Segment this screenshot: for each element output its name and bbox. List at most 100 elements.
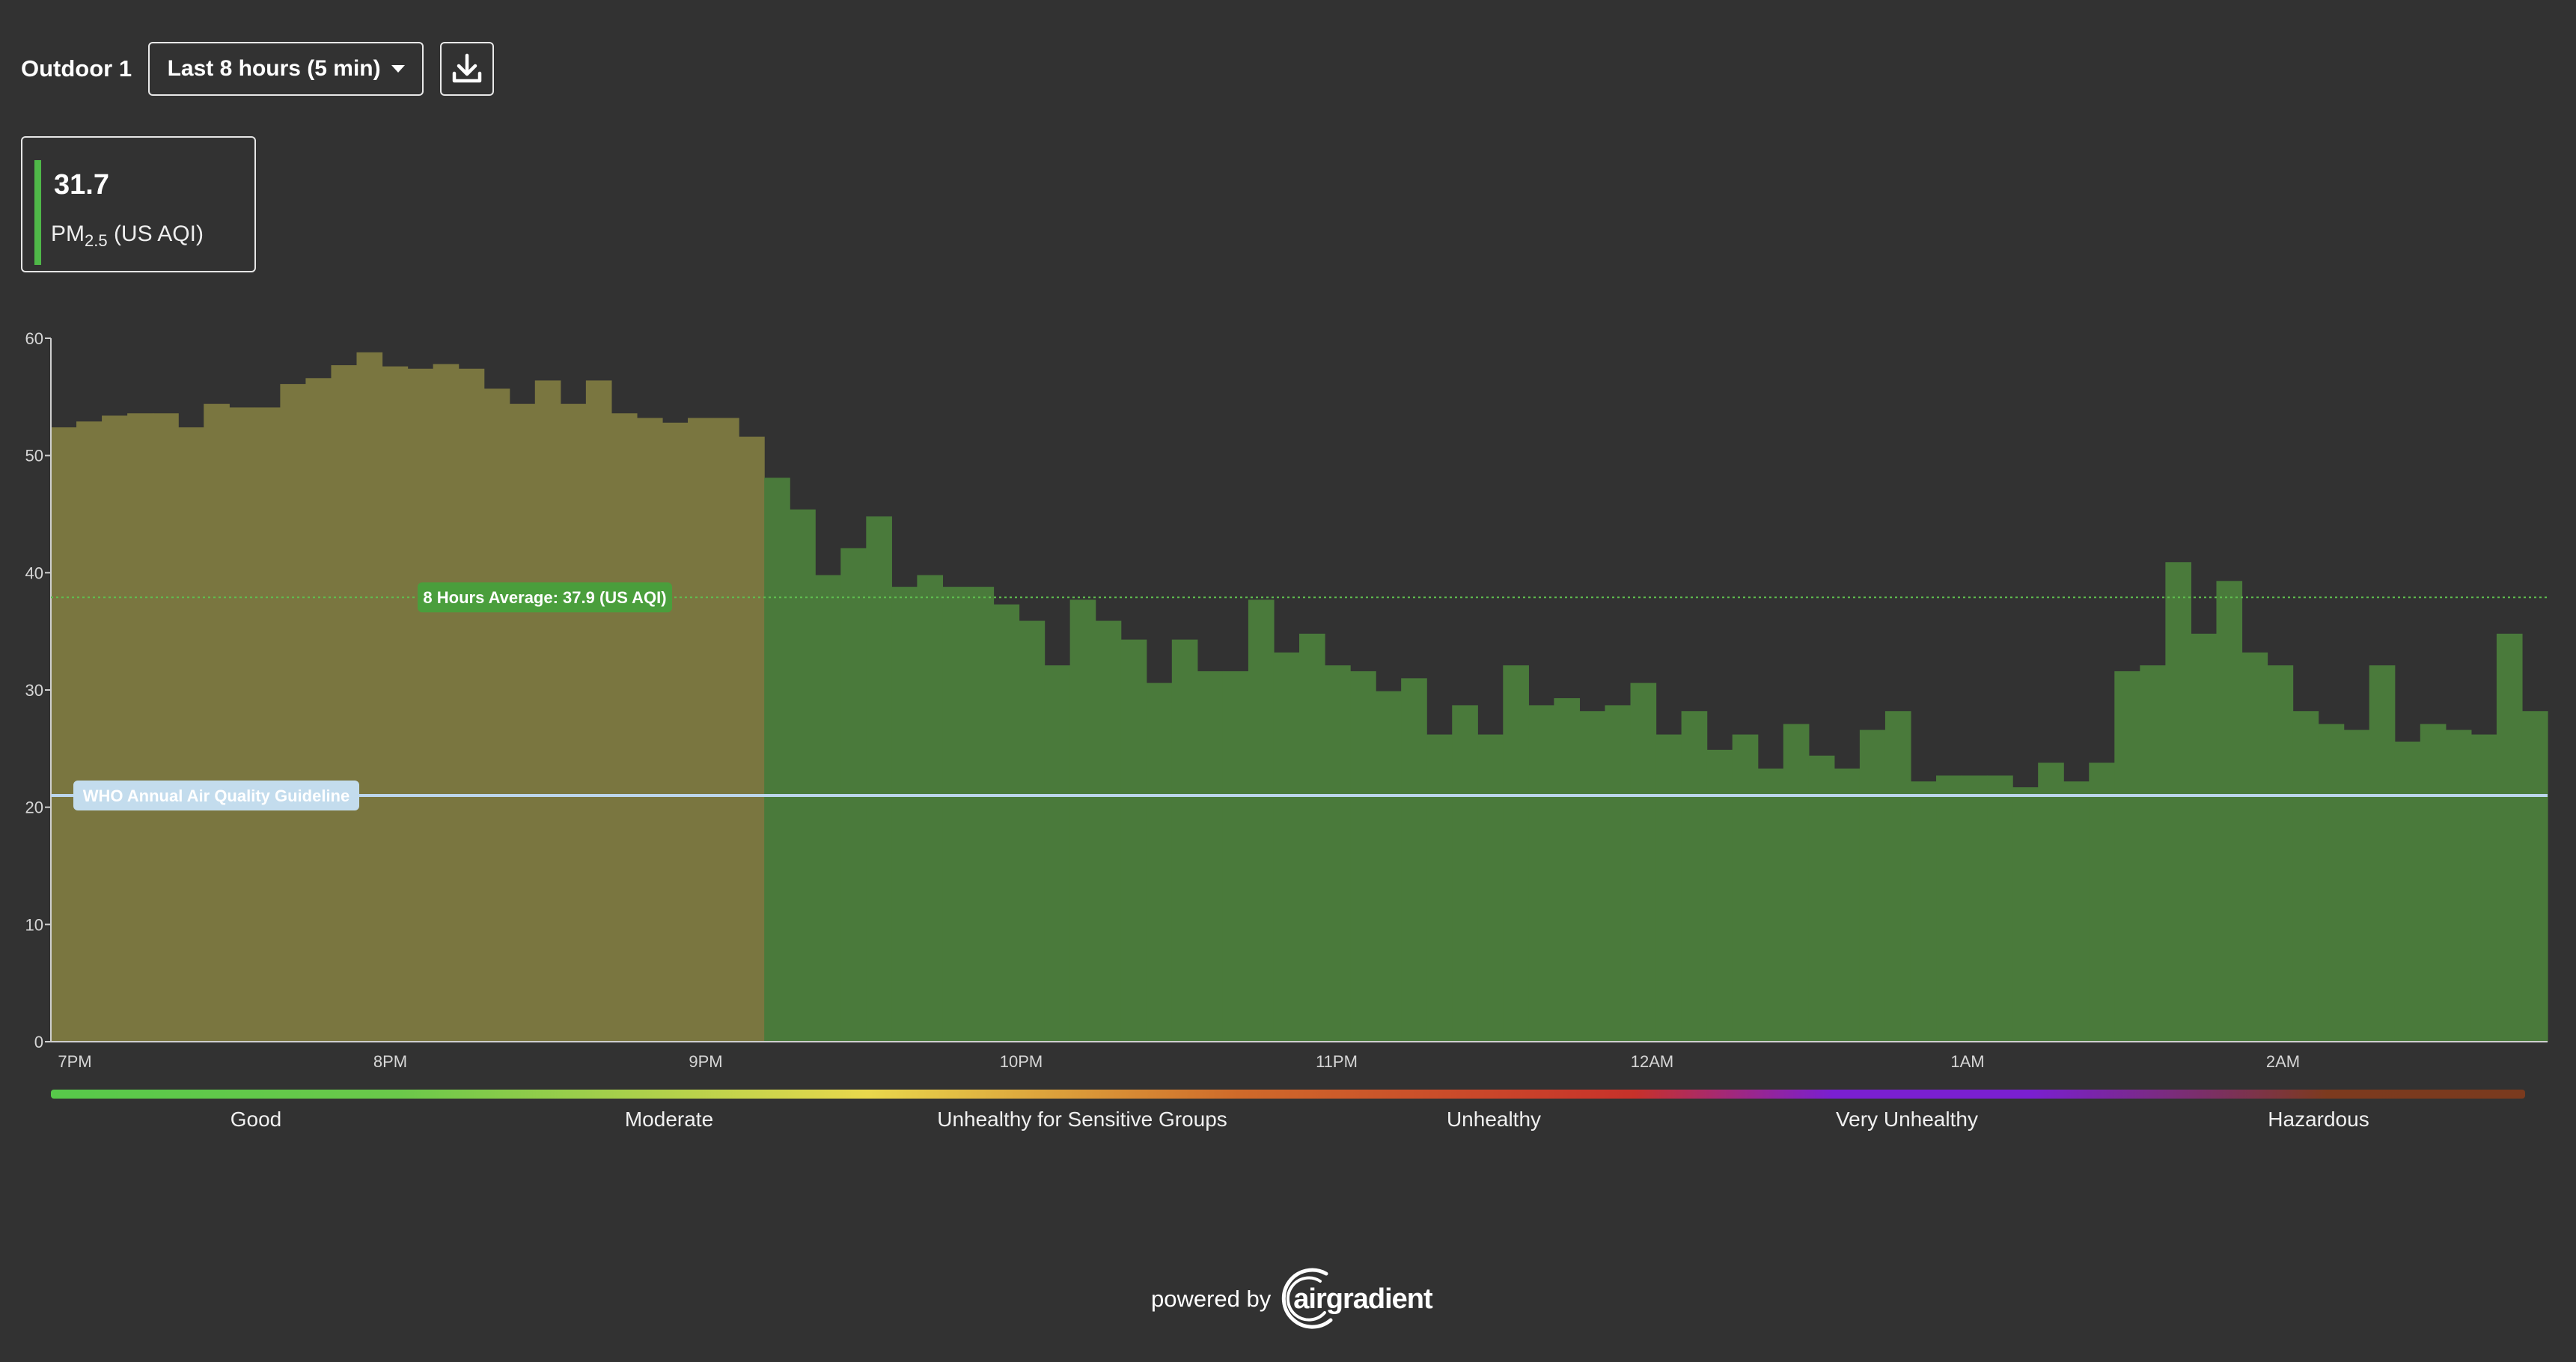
chart-bar [942,587,969,1042]
chart-bar [1783,724,1810,1042]
chart-bar [891,587,918,1042]
chart-bar [1884,711,1911,1042]
chart-bar [2012,787,2039,1042]
chart-bar [968,587,995,1042]
chart-bar [127,413,153,1042]
chart-bar [2470,734,2497,1042]
chart-bar [1299,633,1325,1042]
chart-bar [2318,724,2345,1042]
legend-label-hazardous: Hazardous [2268,1108,2369,1131]
location-name: Outdoor 1 [21,55,132,82]
time-range-dropdown[interactable]: Last 8 hours (5 min) [148,42,424,96]
average-label: 8 Hours Average: 37.9 (US AQI) [423,588,666,607]
chart-bar [739,436,765,1042]
chart-bar [560,403,587,1042]
chart-bar [1757,768,1784,1042]
legend-label-unhealthy-for-sensitive-groups: Unhealthy for Sensitive Groups [937,1108,1227,1131]
who-label: WHO Annual Air Quality Guideline [83,787,350,805]
current-value: 31.7 [54,169,109,201]
chart-bar [1069,599,1096,1042]
chart-bar [1987,775,2013,1042]
chart-bar [2191,633,2218,1042]
download-button[interactable] [440,42,495,96]
chart-bar [1962,775,1988,1042]
chart-bar [1146,682,1173,1042]
chart-bar [1528,705,1555,1042]
chart-bar [917,575,944,1042]
chart-bar [2369,665,2396,1042]
chart-bar [356,352,383,1042]
powered-by-text: powered by [1151,1286,1272,1312]
chart-bar [1197,671,1224,1042]
y-tick-label: 20 [25,798,43,817]
chart-bar [764,477,790,1042]
chart-bar [1554,697,1581,1042]
chart-bar [2038,763,2064,1042]
chart-bar [1095,620,1122,1042]
chart-bar [2063,781,2090,1042]
x-tick-label: 12AM [1631,1052,1673,1071]
chevron-down-icon [391,65,405,73]
chart-bar [2521,711,2548,1042]
who-label-badge [73,781,359,810]
airgradient-logo-icon [1282,1268,1333,1329]
chart-bar [51,427,77,1042]
chart-bar [1936,775,1962,1042]
chart-bar [2114,671,2140,1042]
chart-bar [1477,734,1504,1042]
chart-bar [102,415,128,1042]
x-tick-label: 9PM [689,1052,722,1071]
chart-bar [2343,730,2370,1042]
chart-bar [458,368,485,1042]
chart-bar [1044,665,1071,1042]
chart-bar [331,365,358,1042]
chart-bar [2165,562,2192,1042]
chart-bar [2216,581,2243,1042]
chart-bar [713,418,739,1042]
download-icon [452,53,482,83]
y-tick-label: 60 [25,329,43,348]
footer: powered by airgradient [1151,1263,1433,1335]
chart-bar [2241,652,2268,1042]
chart-bar [305,378,332,1042]
y-tick-label: 10 [25,915,43,934]
airgradient-logo-text: airgradient [1293,1283,1432,1315]
chart-bar [509,403,536,1042]
chart-bar [815,575,841,1042]
chart-bar [433,364,460,1042]
metric-label-sub: 2.5 [85,231,108,250]
chart-bar [204,403,230,1042]
x-tick-label: 1AM [1950,1052,1984,1071]
chart-bar [1273,652,1300,1042]
metric-label-suffix: (US AQI) [113,222,204,246]
chart-bar [1630,682,1657,1042]
legend-label-unhealthy: Unhealthy [1446,1108,1542,1131]
chart-bar [2394,741,2421,1042]
chart-bar [178,427,204,1042]
chart-bar [1706,749,1733,1042]
x-tick-label: 2AM [2266,1052,2300,1071]
chart-bar [1579,711,1606,1042]
chart-bar [280,384,307,1042]
legend-label-good: Good [230,1108,282,1131]
chart-bar [1732,734,1759,1042]
chart-bar [2267,665,2294,1042]
chart-bar [1859,730,1886,1042]
chart-bar [1376,691,1402,1042]
pm25-bar-chart: 0 10 20 30 40 50 60 7PM 8PM 9PM 10PM 11PM 12AM 1AM 2AM… [25,329,2548,1071]
top-bar: Outdoor 1 Last 8 hours (5 min) [21,40,495,97]
x-tick-label: 11PM [1316,1052,1358,1071]
chart-bar [534,380,561,1042]
chart-bar [2445,730,2472,1042]
legend-label-very-unhealthy: Very Unhealthy [1836,1108,1978,1131]
metric-label: PM2.5 (US AQI) [51,222,204,251]
time-range-label: Last 8 hours (5 min) [167,56,381,81]
y-tick-label: 40 [25,564,43,582]
chart-bar [1222,671,1249,1042]
chart-bar [1910,781,1937,1042]
y-tick-label: 0 [34,1033,43,1051]
chart-bar [611,413,638,1042]
chart-bar [1019,620,1046,1042]
chart-bar [1350,671,1376,1042]
chart-bar [407,368,434,1042]
